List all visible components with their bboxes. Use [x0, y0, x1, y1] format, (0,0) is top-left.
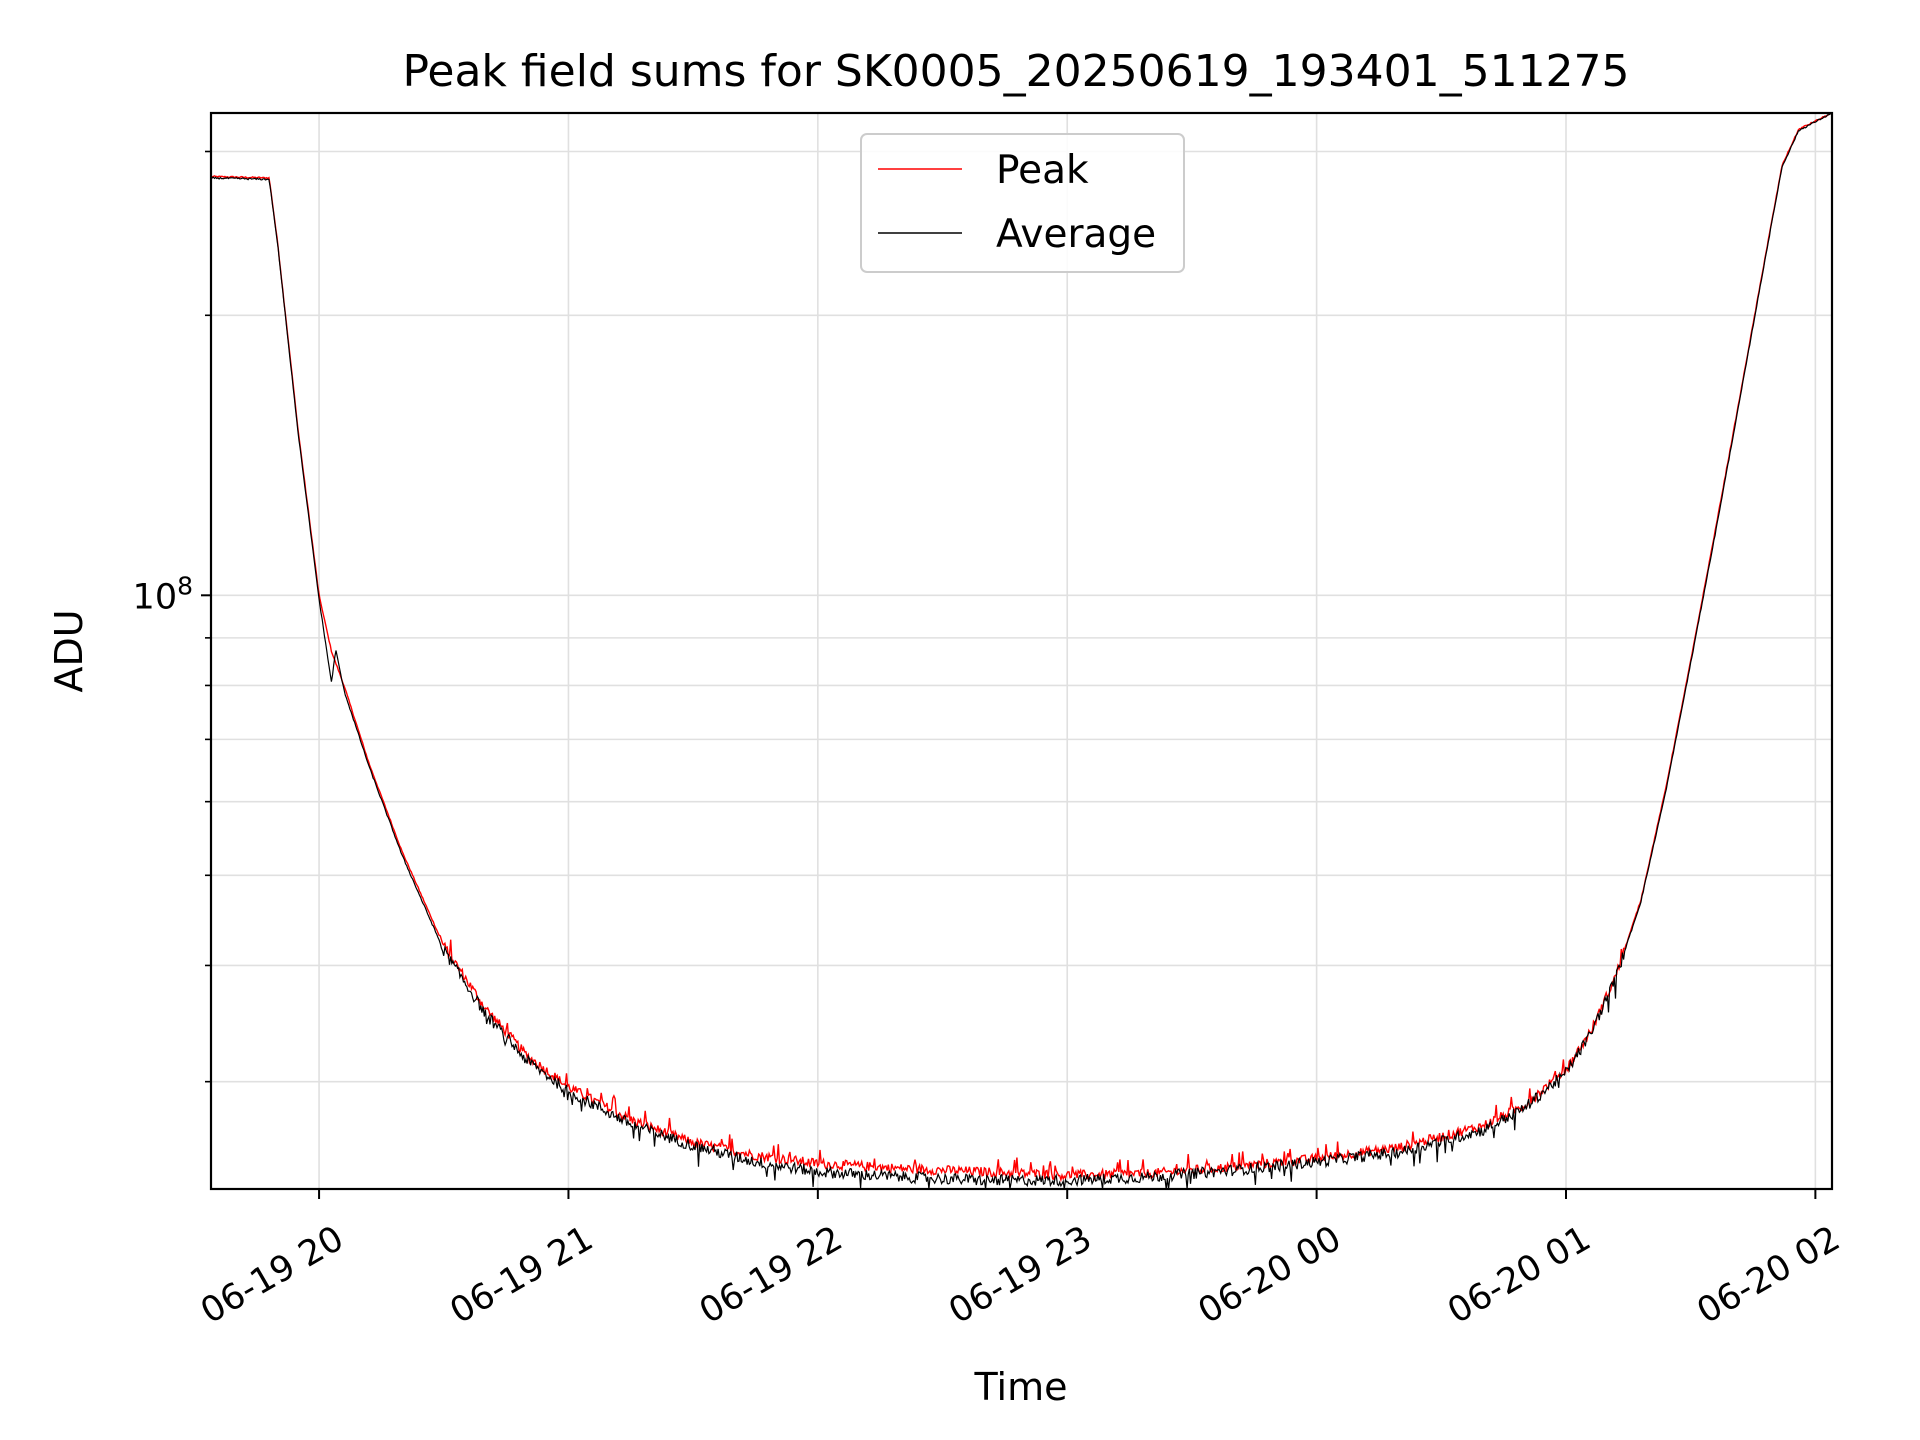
legend-label-average: Average	[996, 212, 1156, 257]
y-tick-label: 108	[133, 571, 193, 617]
x-tick-label: 06-20 00	[1192, 1219, 1348, 1332]
chart-title: Peak field sums for SK0005_20250619_1934…	[402, 46, 1629, 97]
legend: Peak Average	[860, 133, 1185, 273]
axis-ticks: 06-19 20 06-19 21 06-19 22 06-19 23 06-20 00…	[133, 150, 1847, 1332]
x-tick-label: 06-19 21	[444, 1219, 600, 1332]
y-axis-label: ADU	[47, 609, 91, 692]
x-axis-label: Time	[974, 1365, 1068, 1409]
x-tick-label: 06-19 22	[693, 1219, 849, 1332]
legend-label-peak: Peak	[996, 148, 1089, 193]
x-tick-label: 06-20 01	[1441, 1219, 1597, 1332]
x-tick-label: 06-20 02	[1691, 1219, 1847, 1332]
series-line-peak	[210, 112, 1833, 1183]
x-tick-label: 06-19 20	[194, 1219, 350, 1332]
series-line-average	[210, 112, 1833, 1190]
plot-area	[210, 112, 1833, 1190]
grid	[211, 113, 1832, 1189]
x-tick-label: 06-19 23	[942, 1219, 1098, 1332]
axes-frame	[209, 111, 1834, 1191]
